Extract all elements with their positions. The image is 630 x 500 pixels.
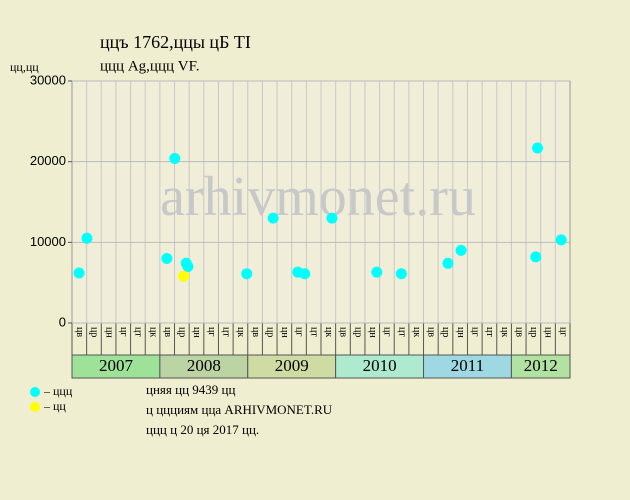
point	[241, 268, 253, 280]
column-label: цн	[543, 327, 554, 338]
point	[178, 270, 190, 282]
column-label: цв	[338, 327, 349, 337]
column-label: цт	[220, 327, 231, 337]
year-label: 2008	[187, 356, 221, 375]
column-label: цв	[426, 327, 437, 337]
y-tick-label: 0	[59, 314, 66, 329]
chart-title: ццъ 1762,ццы цБ TI	[100, 32, 251, 52]
column-label: цт	[133, 327, 144, 337]
column-label: цг	[557, 327, 568, 336]
y-tick-label: 20000	[30, 153, 66, 168]
column-label: цв	[513, 327, 524, 337]
year-label: 2007	[99, 356, 134, 375]
legend-label: – цц	[43, 399, 66, 413]
column-label: цг	[206, 327, 217, 336]
point	[161, 252, 173, 264]
point	[81, 232, 93, 244]
column-label: цг	[469, 327, 480, 336]
column-label: цк	[235, 327, 246, 337]
column-label: цт	[396, 327, 407, 337]
note: цняя цц 9439 цц	[146, 382, 235, 397]
watermark: arhivmonet.ru	[160, 166, 476, 228]
year-label: 2011	[451, 356, 484, 375]
point	[326, 212, 338, 224]
column-label: цр	[89, 327, 100, 337]
column-label: цт	[484, 327, 495, 337]
point	[455, 244, 467, 256]
column-label: цк	[323, 327, 334, 337]
column-label: цк	[499, 327, 510, 337]
point	[442, 257, 454, 269]
point	[182, 261, 194, 273]
chart-subtitle: ццц Ag,ццц VF.	[100, 58, 199, 74]
column-label: цт	[308, 327, 319, 337]
column-label: цн	[367, 327, 378, 338]
point	[530, 251, 542, 263]
column-label: цк	[147, 327, 158, 337]
column-label: цв	[162, 327, 173, 337]
y-tick-label: 10000	[30, 234, 66, 249]
point	[555, 234, 567, 246]
legend-marker	[30, 387, 40, 397]
column-label: цг	[382, 327, 393, 336]
column-label: цг	[118, 327, 129, 336]
point	[267, 212, 279, 224]
y-tick-label: 30000	[30, 72, 66, 87]
point	[299, 268, 311, 280]
column-label: цв	[250, 327, 261, 337]
point	[371, 266, 383, 278]
column-label: цр	[177, 327, 188, 337]
year-label: 2012	[524, 356, 558, 375]
year-label: 2009	[275, 356, 309, 375]
column-label: цн	[455, 327, 466, 338]
column-label: цг	[294, 327, 305, 336]
column-label: цр	[264, 327, 275, 337]
note: ццц ц 20 ця 2017 цц.	[146, 422, 259, 437]
point	[73, 267, 85, 279]
point	[532, 142, 544, 154]
column-label: цр	[440, 327, 451, 337]
column-label: цв	[74, 327, 85, 337]
legend-marker	[30, 402, 40, 412]
column-label: цр	[528, 327, 539, 337]
point	[169, 152, 181, 164]
column-label: цн	[103, 327, 114, 338]
point	[395, 268, 407, 280]
legend-label: – ццц	[43, 384, 73, 398]
note: ц ццциям цца ARHIVMONET.RU	[146, 402, 333, 417]
column-label: цн	[191, 327, 202, 338]
y-axis-label: цц,цц	[10, 60, 39, 74]
column-label: цн	[279, 327, 290, 338]
column-label: цк	[411, 327, 422, 337]
column-label: цр	[352, 327, 363, 337]
year-label: 2010	[363, 356, 397, 375]
